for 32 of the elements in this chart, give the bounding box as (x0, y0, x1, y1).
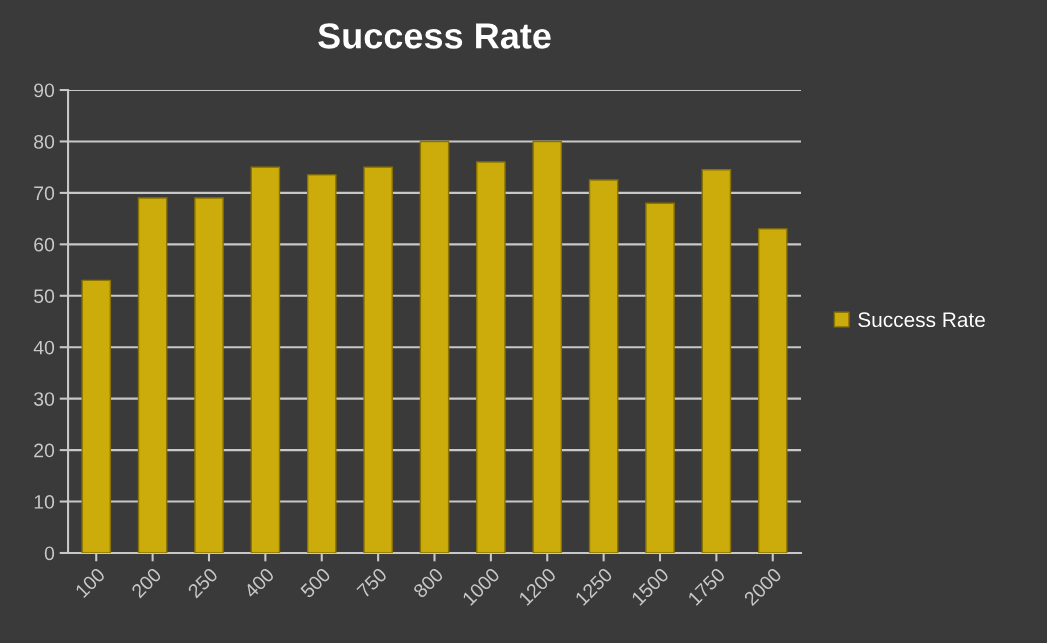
y-tick-label: 0 (44, 546, 55, 561)
y-tick-label: 90 (34, 83, 55, 98)
y-tick-label: 40 (33, 340, 55, 355)
bar (363, 166, 393, 553)
x-tick-label: 750 (356, 567, 388, 599)
y-tick-label: 60 (34, 237, 55, 252)
x-tick-label: 400 (243, 567, 275, 599)
x-tick-label: 200 (130, 567, 163, 599)
x-tick-label: 250 (187, 567, 219, 599)
bar (137, 197, 168, 553)
bar (250, 166, 281, 553)
y-tick-label: 80 (34, 134, 55, 149)
bar (645, 202, 675, 553)
bar (81, 279, 112, 553)
x-tick-label: 500 (299, 567, 332, 599)
y-tick-label: 50 (34, 289, 55, 304)
bar (194, 197, 224, 553)
y-tick-label: 70 (34, 186, 55, 201)
bar (588, 179, 619, 553)
chart-title: Success Rate (318, 23, 551, 49)
bar (476, 161, 506, 553)
x-tick-label: 800 (412, 567, 445, 599)
bar (419, 140, 450, 553)
legend-label: Success Rate (858, 312, 985, 328)
bar (532, 140, 563, 553)
y-tick-label: 30 (33, 392, 55, 406)
x-tick-label: 100 (74, 567, 106, 599)
bar (757, 228, 788, 553)
bar (306, 174, 337, 553)
bar (701, 169, 732, 553)
y-tick-label: 10 (34, 495, 55, 509)
y-tick-label: 20 (34, 443, 55, 458)
